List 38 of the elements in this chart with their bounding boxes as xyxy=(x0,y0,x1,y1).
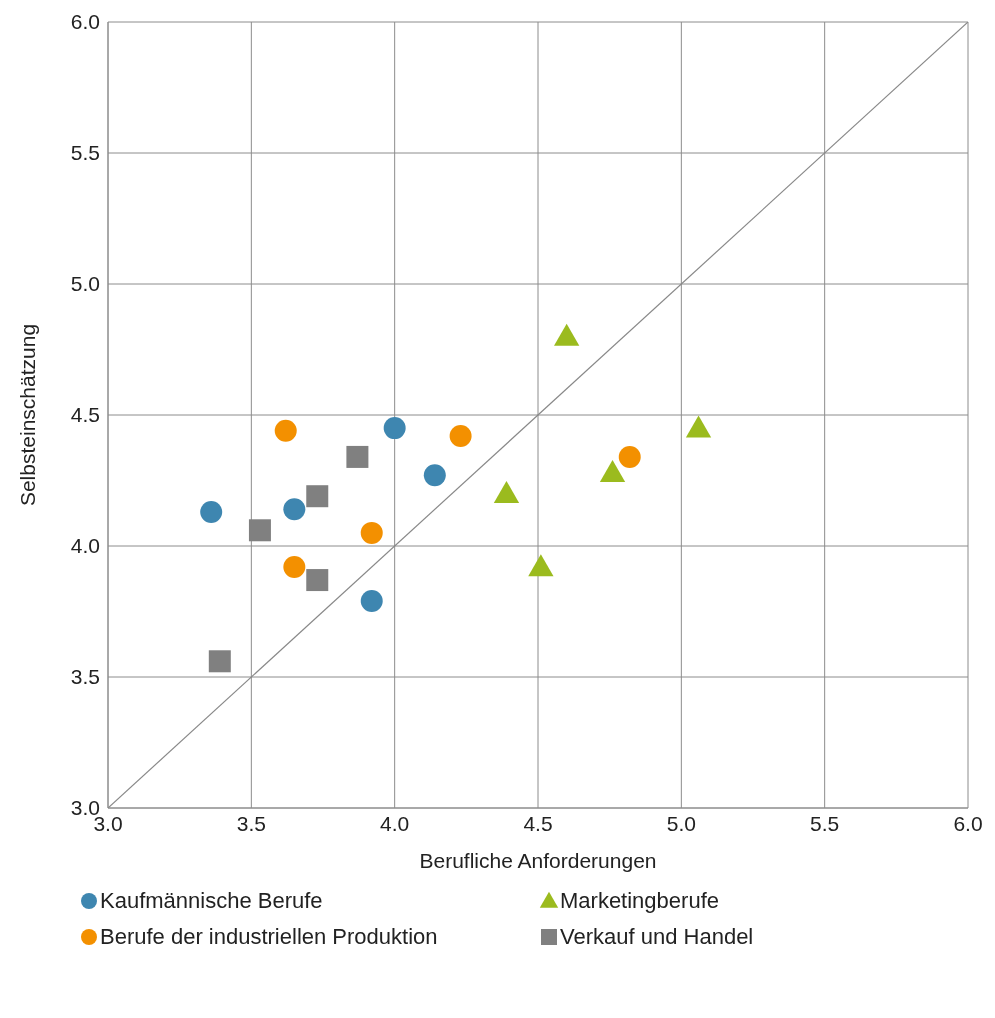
point xyxy=(346,445,369,468)
point xyxy=(200,500,223,523)
point xyxy=(306,569,329,592)
point xyxy=(274,419,297,442)
point xyxy=(554,323,580,346)
point xyxy=(360,521,383,544)
point xyxy=(248,519,271,542)
point xyxy=(283,555,306,578)
x-tick-label: 6.0 xyxy=(953,811,983,835)
x-tick-label: 5.0 xyxy=(666,811,696,835)
x-tick-label: 4.5 xyxy=(523,811,553,835)
y-tick-label: 6.0 xyxy=(70,10,100,34)
x-tick-label: 3.5 xyxy=(236,811,266,835)
legend-label: Kaufmännische Berufe xyxy=(100,888,323,914)
y-tick-label: 4.5 xyxy=(70,403,100,427)
point xyxy=(283,498,306,521)
point xyxy=(383,417,406,440)
y-tick-label: 4.0 xyxy=(70,534,100,558)
y-tick-label: 5.5 xyxy=(70,141,100,165)
point xyxy=(423,464,446,487)
point xyxy=(685,415,712,438)
point xyxy=(306,485,329,508)
y-axis-title: Selbsteinschätzung xyxy=(16,323,40,507)
legend-label: Berufe der industriellen Produktion xyxy=(100,924,438,950)
x-axis-title: Berufliche Anforderungen xyxy=(419,849,657,872)
point xyxy=(208,650,231,673)
point xyxy=(528,554,554,577)
point xyxy=(449,424,472,447)
y-tick-label: 5.0 xyxy=(70,272,100,296)
point xyxy=(618,445,641,468)
y-tick-label: 3.5 xyxy=(70,665,100,689)
x-tick-label: 4.0 xyxy=(380,811,410,835)
point xyxy=(493,480,520,503)
legend-label: Marketingberufe xyxy=(560,888,719,914)
point xyxy=(360,590,383,613)
x-tick-label: 5.5 xyxy=(810,811,840,835)
point xyxy=(599,459,626,482)
legend-label: Verkauf und Handel xyxy=(560,924,754,950)
